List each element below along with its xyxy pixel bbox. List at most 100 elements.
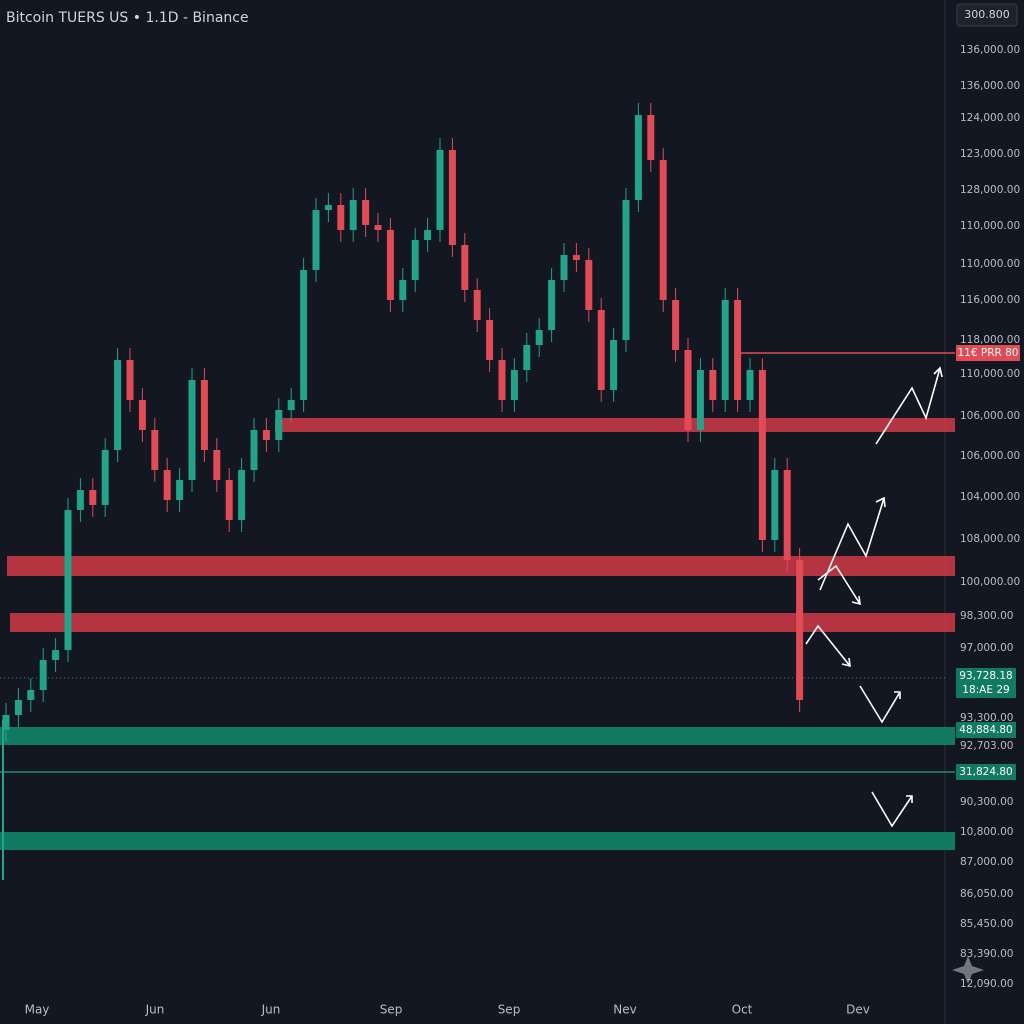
candle-body xyxy=(672,300,680,350)
candle-body xyxy=(151,430,159,470)
candle-body xyxy=(126,360,134,400)
support-zone xyxy=(0,832,955,850)
price-axis-label: 97,000.00 xyxy=(960,642,1013,654)
candle-body xyxy=(436,150,444,230)
candle-body xyxy=(213,450,221,480)
price-tag-box xyxy=(956,764,1016,780)
price-axis-label: 110,000.00 xyxy=(960,368,1020,380)
price-axis-label: 92,703.00 xyxy=(960,740,1013,752)
arrow xyxy=(871,791,913,828)
candle-body xyxy=(300,270,308,400)
candle-body xyxy=(721,300,729,400)
candle-body xyxy=(312,210,320,270)
candles xyxy=(2,103,804,742)
candle-body xyxy=(473,290,481,320)
price-axis-label: 98,300.00 xyxy=(960,610,1013,622)
price-axis-label: 106,000.00 xyxy=(960,410,1020,422)
candle-body xyxy=(163,470,171,500)
candle-body xyxy=(783,470,791,560)
price-axis-label: 128,000.00 xyxy=(960,184,1020,196)
price-axis-label: 110,000.00 xyxy=(960,220,1020,232)
candle-body xyxy=(424,230,432,240)
candle-body xyxy=(771,470,779,540)
candle-body xyxy=(39,660,47,690)
price-axis-label: 110,000.00 xyxy=(960,258,1020,270)
candle-body xyxy=(176,480,184,500)
candle-body xyxy=(634,115,642,200)
price-axis-label: 12,090.00 xyxy=(960,978,1013,990)
arrow xyxy=(859,685,901,724)
arrow xyxy=(817,564,861,605)
price-axis-label: 106,000.00 xyxy=(960,450,1020,462)
candle-body xyxy=(709,370,717,400)
candle-body xyxy=(89,490,97,505)
candle-body xyxy=(535,330,543,345)
candle-body xyxy=(337,205,345,230)
candle-body xyxy=(746,370,754,400)
candle-body xyxy=(250,430,258,470)
price-axis-label: 104,000.00 xyxy=(960,491,1020,503)
candle-body xyxy=(399,280,407,300)
candle-body xyxy=(287,400,295,410)
time-axis-label: Nev xyxy=(613,1003,636,1017)
time-axis-label: Dev xyxy=(846,1003,870,1017)
resistance-zone xyxy=(7,556,955,576)
price-axis-label: 85,450.00 xyxy=(960,918,1013,930)
arrow-head xyxy=(851,595,861,606)
candle-body xyxy=(262,430,270,440)
candle-body xyxy=(610,340,618,390)
price-axis-label: 100,000.00 xyxy=(960,576,1020,588)
price-tag: 18:AE 29 xyxy=(962,684,1009,696)
arrow-head xyxy=(875,496,886,508)
candle-body xyxy=(560,255,568,280)
support-zone xyxy=(0,727,955,745)
candle-body xyxy=(523,345,531,370)
candle-body xyxy=(796,560,804,700)
price-axis-label: 10,800.00 xyxy=(960,826,1013,838)
badge: 300.800 xyxy=(964,8,1010,21)
price-tag: 48,884.80 xyxy=(959,724,1012,736)
price-axis-label: 87,000.00 xyxy=(960,856,1013,868)
candle-body xyxy=(585,260,593,310)
candle-body xyxy=(411,240,419,280)
candle-body xyxy=(548,280,556,330)
time-axis-label: May xyxy=(25,1003,50,1017)
price-axis-label: 136,000.00 xyxy=(960,80,1020,92)
badge-box xyxy=(956,3,1018,27)
resistance-zone xyxy=(275,418,955,432)
candle-body xyxy=(572,255,580,260)
arrow-head xyxy=(841,657,851,668)
price-axis-label: 124,000.00 xyxy=(960,112,1020,124)
price-axis-label: 116,000.00 xyxy=(960,294,1020,306)
candle-body xyxy=(238,470,246,520)
time-axis-label: Sep xyxy=(498,1003,521,1017)
arrow xyxy=(805,624,851,667)
candle-body xyxy=(64,510,72,650)
candle-body xyxy=(101,450,109,505)
candle-body xyxy=(2,715,10,730)
time-axis-label: Jun xyxy=(261,1003,281,1017)
candle-body xyxy=(52,650,60,660)
candle-body xyxy=(498,360,506,400)
candle-body xyxy=(597,310,605,390)
price-tag: 31,824.80 xyxy=(959,766,1012,778)
candle-body xyxy=(14,700,22,715)
time-axis-label: Oct xyxy=(732,1003,753,1017)
candle-body xyxy=(188,380,196,480)
candle-body xyxy=(374,225,382,230)
arrow xyxy=(819,497,885,591)
arrow xyxy=(875,367,941,445)
price-tag-box xyxy=(956,668,1016,698)
candle-body xyxy=(510,370,518,400)
candle-body xyxy=(324,205,332,210)
candle-body xyxy=(448,150,456,245)
price-tag-box xyxy=(956,722,1016,738)
price-tag: 93,728.18 xyxy=(959,670,1012,682)
candle-body xyxy=(138,400,146,430)
candle-body xyxy=(758,370,766,540)
arrows xyxy=(805,366,943,828)
chart-title: Bitcoin TUERS US • 1.1D - Binance xyxy=(6,10,249,26)
